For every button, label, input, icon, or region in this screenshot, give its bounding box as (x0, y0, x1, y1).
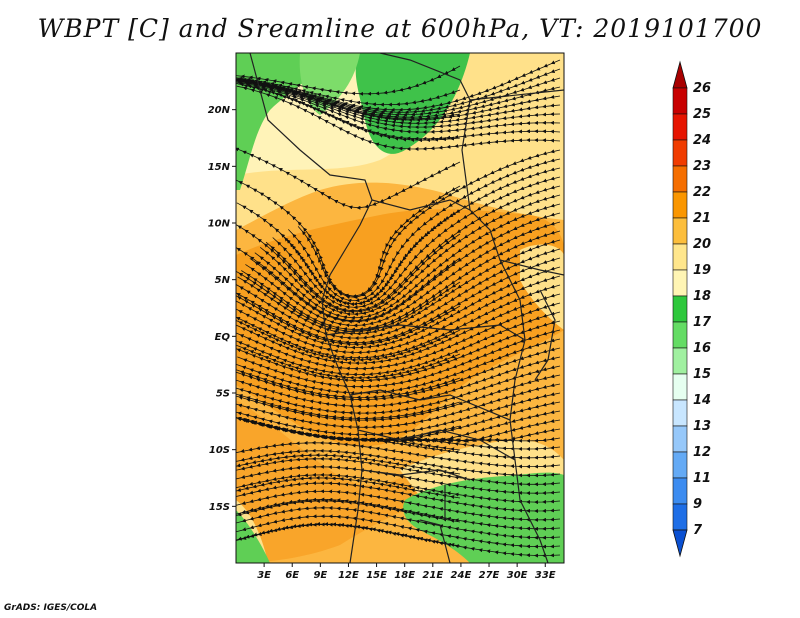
colorbar-label: 18 (693, 289, 711, 304)
colorbar-box (672, 373, 688, 401)
colorbar-label: 23 (693, 159, 711, 174)
colorbar-box (672, 477, 688, 505)
lon-tick-label: 33E (535, 570, 556, 581)
colorbar-label: 20 (693, 237, 711, 252)
colorbar-label: 14 (693, 393, 711, 408)
streamlines (236, 59, 561, 558)
colorbar-box (672, 139, 688, 167)
chart-title: WBPT [C] and Sreamline at 600hPa, VT: 20… (37, 14, 763, 43)
colorbar-box (672, 295, 688, 323)
lon-tick-label: 6E (285, 570, 299, 581)
colorbar-box (672, 191, 688, 219)
country-borders (249, 53, 564, 563)
colorbar-box (672, 321, 688, 349)
colorbar-label: 16 (693, 341, 711, 356)
colorbar-label: 7 (693, 523, 703, 538)
map-frame (235, 52, 565, 564)
lon-tick-label: 21E (422, 570, 443, 581)
colorbar-label: 9 (693, 497, 702, 512)
colorbar-label: 24 (693, 133, 711, 148)
colorbar-box (672, 87, 688, 115)
colorbar-box (672, 503, 688, 531)
colorbar-box (672, 269, 688, 297)
colorbar-label: 15 (693, 367, 711, 382)
colorbar-label: 26 (693, 81, 711, 96)
colorbar-label: 22 (693, 185, 711, 200)
streamline (236, 453, 461, 476)
colorbar-label: 21 (693, 211, 711, 226)
lon-tick-label: 30E (507, 570, 528, 581)
colorbar-label: 12 (693, 445, 711, 460)
lon-tick-label: 15E (366, 570, 387, 581)
lat-tick-label: 20N (208, 105, 231, 116)
lat-tick-label: 5S (216, 389, 230, 400)
streamline (237, 83, 461, 143)
footer-credit: GrADS: IGES/COLA (4, 603, 98, 613)
colorbar-bottom-arrow (672, 529, 688, 558)
colorbar-label: 19 (693, 263, 711, 278)
lon-tick-label: 12E (338, 570, 359, 581)
colorbar-label: 13 (693, 419, 711, 434)
lon-tick-label: 3E (257, 570, 271, 581)
lat-tick-label: 10N (208, 219, 231, 230)
lon-tick-label: 9E (313, 570, 327, 581)
colorbar-box (672, 347, 688, 375)
streamline (236, 522, 461, 547)
lat-tick-label: 15N (208, 162, 231, 173)
colorbar-label: 11 (693, 471, 711, 486)
colorbar-box (672, 425, 688, 453)
latitude-axis: 20N 15N 10N 5N EQ 5S 10S 15S (208, 105, 236, 513)
colorbar-box (672, 113, 688, 141)
streamline (236, 416, 461, 452)
streamline (236, 475, 461, 499)
lat-tick-label: 5N (215, 275, 231, 286)
lat-tick-label: 10S (209, 445, 230, 456)
colorbar-box (672, 451, 688, 479)
colorbar: 26 25 24 23 22 21 20 19 18 17 16 15 14 13 12 11 9 7 (672, 60, 712, 558)
streamline (236, 498, 461, 523)
colorbar-box (672, 399, 688, 427)
lon-tick-label: 27E (479, 570, 500, 581)
colorbar-box (672, 165, 688, 193)
colorbar-label: 25 (693, 107, 711, 122)
lon-tick-label: 24E (451, 570, 472, 581)
colorbar-box (672, 243, 688, 271)
longitude-axis: 3E 6E 9E 12E 15E 18E 21E 24E 27E 30E 33E (257, 563, 556, 581)
colorbar-label: 17 (693, 315, 712, 330)
colorbar-top-arrow (672, 60, 688, 89)
map-panel (236, 53, 564, 563)
colorbar-box (672, 217, 688, 245)
lon-tick-label: 18E (394, 570, 415, 581)
lat-tick-label: 15S (209, 502, 230, 513)
lat-tick-label: EQ (215, 332, 231, 343)
